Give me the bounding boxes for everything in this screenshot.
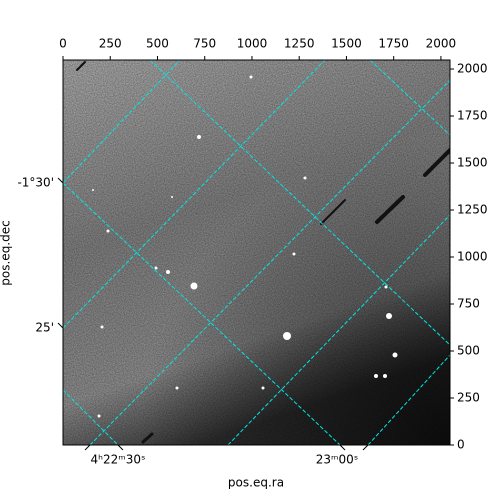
y-tick-label: 750: [457, 297, 480, 311]
y-axis-label: pos.eq.dec: [0, 220, 13, 285]
dec-tick-label: -1°30': [17, 176, 54, 190]
y-tick-label: 250: [457, 391, 480, 405]
x-tick-label: 1750: [378, 37, 409, 51]
x-axis-label: pos.eq.ra: [228, 476, 284, 490]
x-tick-label: 500: [146, 37, 169, 51]
x-tick-label: 2000: [426, 37, 457, 51]
y-tick-label: 1250: [457, 203, 488, 217]
plot-frame: [62, 59, 451, 446]
ra-tick-label: 4ʰ22ᵐ30ˢ: [91, 453, 146, 467]
world-ticks: [57, 177, 369, 451]
x-tick-label: 750: [193, 37, 216, 51]
dec-tick-label: 25': [35, 321, 54, 335]
y-tick-label: 2000: [457, 62, 488, 76]
sky-image: [63, 60, 450, 445]
y-tick-label: 1750: [457, 109, 488, 123]
y-tick-label: 1000: [457, 250, 488, 264]
coordinate-grid: [63, 60, 450, 445]
ra-tick-label: 23ᵐ00ˢ: [316, 453, 359, 467]
y-tick-label: 1500: [457, 156, 488, 170]
x-tick-label: 1250: [284, 37, 315, 51]
y-tick-label: 500: [457, 344, 480, 358]
x-tick-label: 1500: [331, 37, 362, 51]
y-tick-label: 0: [457, 438, 465, 452]
x-tick-label: 250: [99, 37, 122, 51]
x-tick-label: 1000: [237, 37, 268, 51]
x-tick-label: 0: [59, 37, 67, 51]
